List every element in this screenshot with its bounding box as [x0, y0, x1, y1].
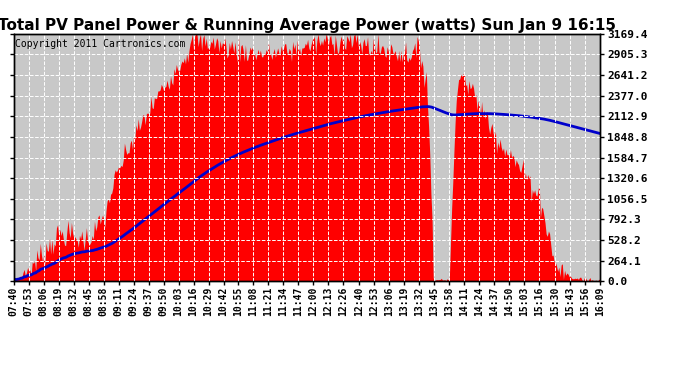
- Title: Total PV Panel Power & Running Average Power (watts) Sun Jan 9 16:15: Total PV Panel Power & Running Average P…: [0, 18, 616, 33]
- Text: Copyright 2011 Cartronics.com: Copyright 2011 Cartronics.com: [15, 39, 186, 49]
